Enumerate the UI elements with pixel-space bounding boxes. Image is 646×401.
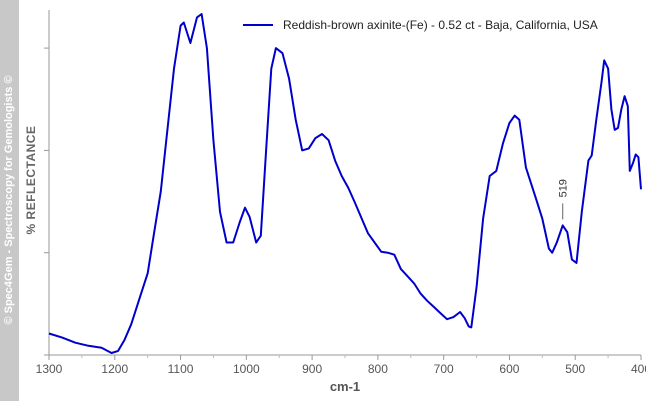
annotation-label: 519 bbox=[558, 179, 570, 197]
legend-label: Reddish-brown axinite-(Fe) - 0.52 ct - B… bbox=[283, 18, 598, 32]
x-axis-label: cm-1 bbox=[330, 379, 360, 394]
series-line bbox=[48, 13, 642, 354]
x-tick-label: 400 bbox=[631, 362, 646, 376]
watermark-strip: © Spec4Gem - Spectroscopy for Gemologist… bbox=[0, 0, 19, 401]
x-tick-label: 1200 bbox=[101, 362, 128, 376]
x-tick-label: 700 bbox=[434, 362, 454, 376]
x-tick-label: 600 bbox=[499, 362, 519, 376]
x-tick-label: 900 bbox=[302, 362, 322, 376]
x-tick-label: 1000 bbox=[233, 362, 260, 376]
x-tick-label: 1300 bbox=[36, 362, 63, 376]
x-tick-label: 500 bbox=[565, 362, 585, 376]
x-tick-label: 1100 bbox=[168, 362, 194, 376]
x-tick-label: 800 bbox=[368, 362, 388, 376]
